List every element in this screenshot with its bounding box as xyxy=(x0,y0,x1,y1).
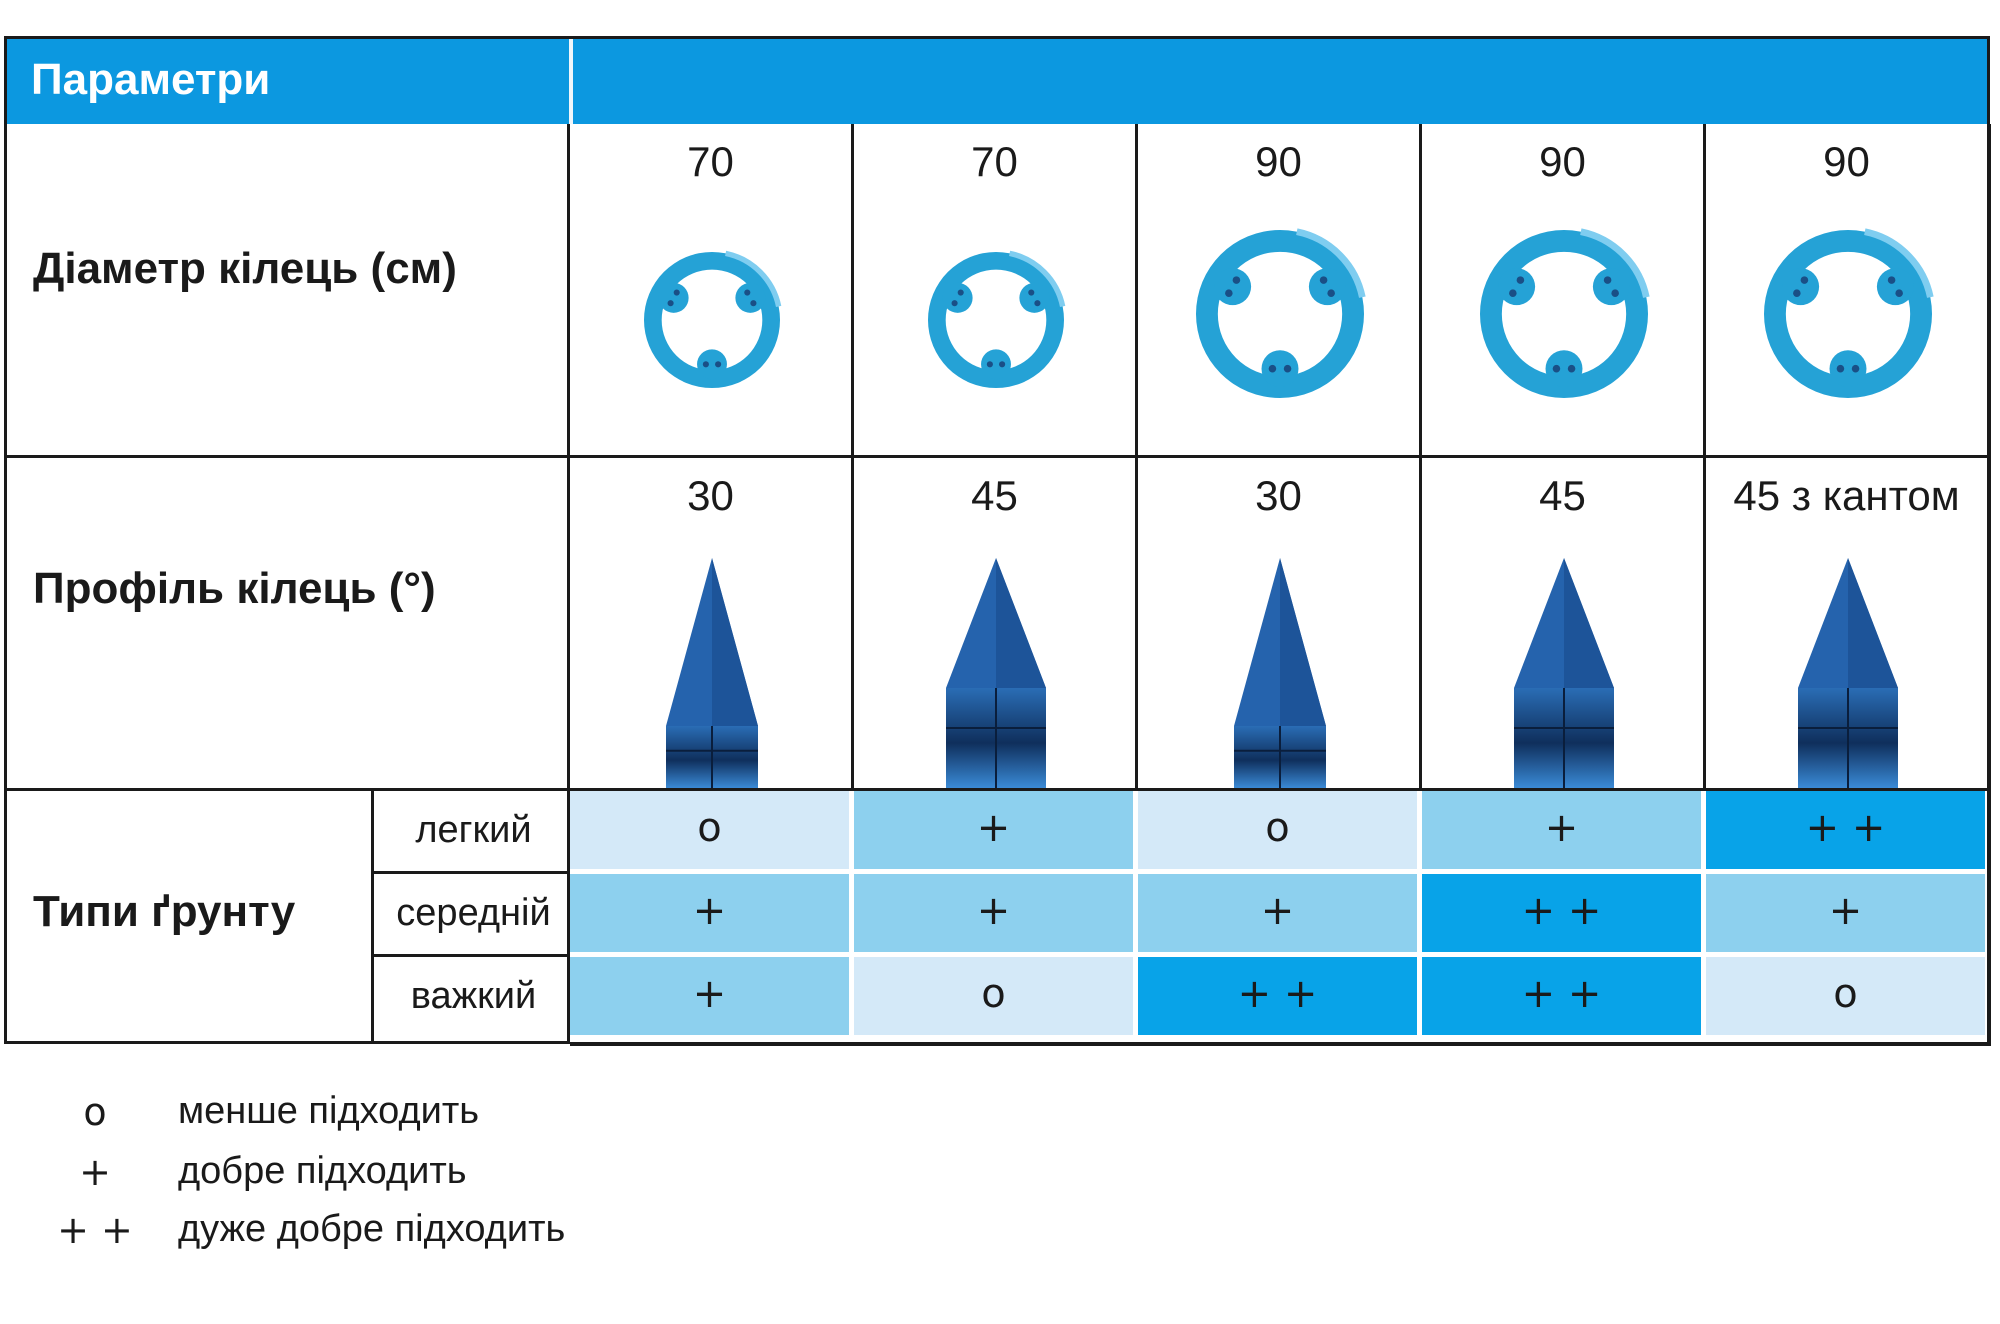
rating-cell: + xyxy=(570,957,854,1040)
ring-icon xyxy=(1764,228,1934,398)
table-bottom-border xyxy=(570,1042,1991,1046)
diameter-cell: 70 xyxy=(570,124,854,458)
blade-profile-icon xyxy=(666,558,758,788)
parameters-table: Параметри Діаметр кілець (см) Профіль кі… xyxy=(4,36,1991,1046)
rating-cell: + xyxy=(1422,791,1706,874)
ring-icon xyxy=(644,250,782,388)
rating-cell: + xyxy=(570,874,854,957)
soil-row-label: Типи ґрунту xyxy=(33,887,296,936)
profile-cell: 45 xyxy=(1422,458,1706,791)
diameter-row-label-cell: Діаметр кілець (см) xyxy=(4,124,570,458)
ring-icon xyxy=(1196,228,1366,398)
ring-icon xyxy=(1480,228,1650,398)
rating-cell: + + xyxy=(1422,957,1706,1040)
blade-profile-icon xyxy=(1234,558,1326,788)
diameter-value: 70 xyxy=(687,138,734,185)
rating-cell: o xyxy=(854,957,1138,1040)
rating-cell: o xyxy=(1706,957,1990,1040)
rating-cell: + + xyxy=(1422,874,1706,957)
profile-row-label-cell: Профіль кілець (°) xyxy=(4,458,570,791)
diameter-value: 90 xyxy=(1255,138,1302,185)
ring-icon xyxy=(928,250,1066,388)
legend-text: добре підходить xyxy=(178,1150,467,1192)
rating-cell: + xyxy=(1138,874,1422,957)
legend-item: o менше підходить xyxy=(40,1090,740,1140)
table-right-border xyxy=(1987,124,1991,1044)
diameter-cell: 90 xyxy=(1422,124,1706,458)
profile-value: 30 xyxy=(687,472,734,519)
rating-cell: o xyxy=(1138,791,1422,874)
legend-symbol: + xyxy=(79,1150,111,1194)
soil-type-light: легкий xyxy=(371,791,573,874)
table-header: Параметри xyxy=(4,36,1990,128)
profile-value: 45 xyxy=(971,472,1018,519)
legend-symbol: + + xyxy=(57,1208,133,1252)
diameter-value: 70 xyxy=(971,138,1018,185)
rating-cell: + xyxy=(854,791,1138,874)
rating-cell: o xyxy=(570,791,854,874)
profile-row-label: Профіль кілець (°) xyxy=(33,564,436,613)
profile-cell: 45 xyxy=(854,458,1138,791)
soil-type-group: Типи ґрунту легкий середній важкий xyxy=(4,791,573,1044)
legend-text: дуже добре підходить xyxy=(178,1208,566,1250)
soil-type-heavy: важкий xyxy=(371,957,573,1041)
legend-symbol: o xyxy=(83,1090,107,1134)
profile-cell: 45 з кантом xyxy=(1706,458,1990,791)
rating-cell: + + xyxy=(1706,791,1990,874)
soil-type-medium: середній xyxy=(371,874,573,957)
diameter-value: 90 xyxy=(1539,138,1586,185)
diameter-value: 90 xyxy=(1823,138,1870,185)
header-title: Параметри xyxy=(31,55,271,104)
profile-cell: 30 xyxy=(570,458,854,791)
legend-item: + + дуже добре підходить xyxy=(40,1208,740,1258)
profile-value: 30 xyxy=(1255,472,1302,519)
blade-profile-icon xyxy=(1798,558,1898,788)
diameter-cell: 70 xyxy=(854,124,1138,458)
header-divider xyxy=(569,39,573,125)
diameter-cell: 90 xyxy=(1138,124,1422,458)
blade-profile-icon xyxy=(1514,558,1614,788)
profile-cell: 30 xyxy=(1138,458,1422,791)
profile-value: 45 з кантом xyxy=(1733,472,1960,519)
diameter-row-label: Діаметр кілець (см) xyxy=(33,244,457,293)
diameter-cell: 90 xyxy=(1706,124,1990,458)
legend-text: менше підходить xyxy=(178,1090,480,1132)
rating-cell: + xyxy=(854,874,1138,957)
profile-value: 45 xyxy=(1539,472,1586,519)
blade-profile-icon xyxy=(946,558,1046,788)
legend-item: + добре підходить xyxy=(40,1150,740,1200)
rating-cell: + xyxy=(1706,874,1990,957)
rating-cell: + + xyxy=(1138,957,1422,1040)
